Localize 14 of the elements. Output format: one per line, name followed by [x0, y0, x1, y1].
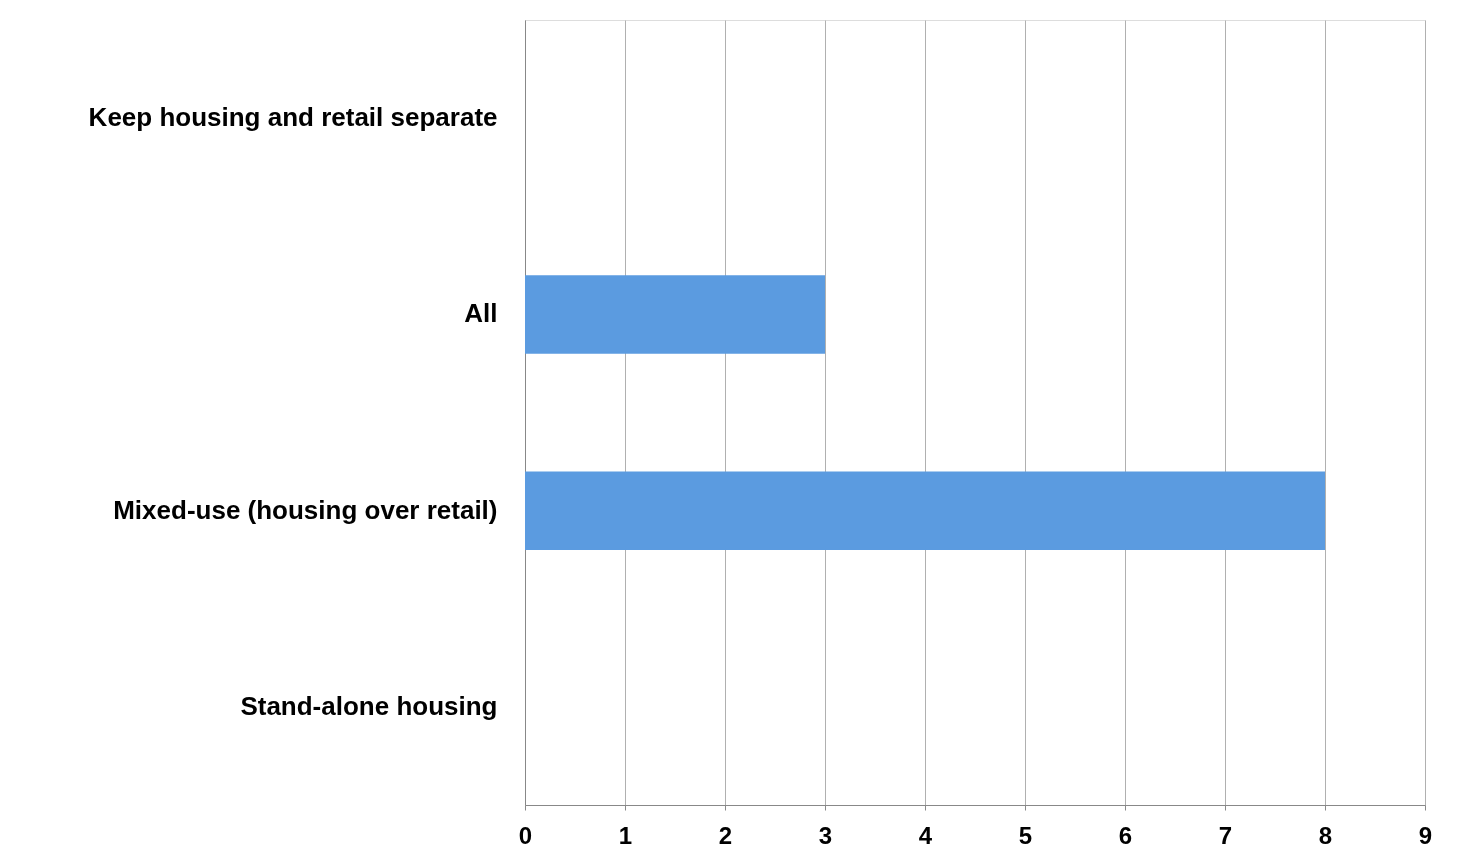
x-tick-label: 8	[1318, 821, 1333, 849]
x-tick-label: 9	[1418, 821, 1433, 849]
x-tick-label: 3	[818, 821, 833, 849]
y-tick-label: Mixed-use (housing over retail)	[113, 494, 498, 525]
x-tick-label: 0	[518, 821, 533, 849]
y-tick-label: Stand-alone housing	[240, 690, 498, 721]
x-tick-label: 6	[1118, 821, 1133, 849]
x-tick-label: 2	[718, 821, 733, 849]
y-tick-label: Keep housing and retail separate	[88, 102, 498, 133]
x-tick-label: 1	[618, 821, 633, 849]
x-tick-label: 5	[1018, 821, 1033, 849]
x-tick-label: 4	[918, 821, 933, 849]
y-tick-label: All	[464, 298, 498, 329]
x-tick-label: 7	[1218, 821, 1233, 849]
